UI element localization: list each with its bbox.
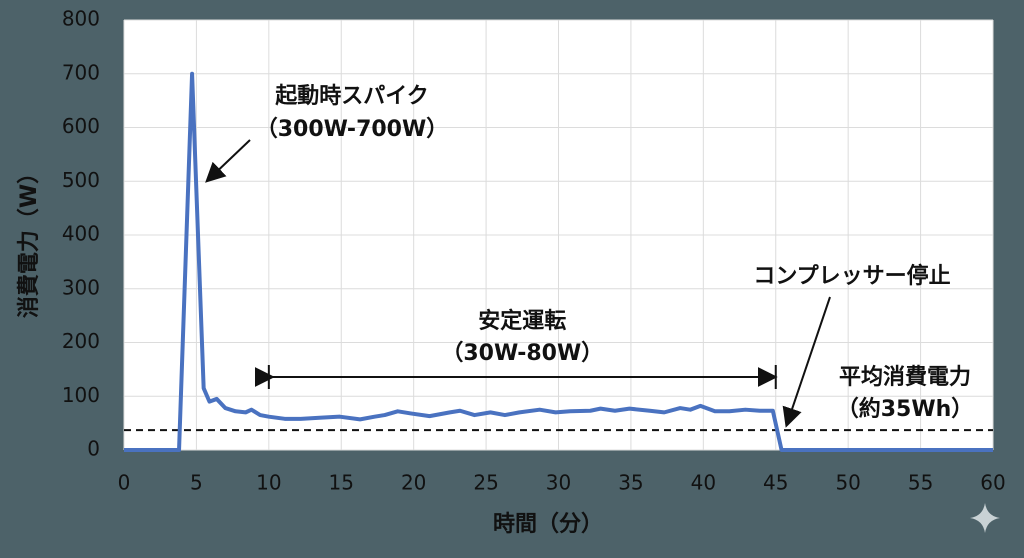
annotation: 安定運転 [478, 308, 566, 334]
x-tick-label: 60 [980, 471, 1005, 495]
y-tick-label: 600 [62, 114, 100, 138]
y-tick-label: 500 [62, 168, 100, 192]
x-tick-label: 30 [546, 471, 571, 495]
annotation: （約35Wh） [837, 396, 974, 422]
y-tick-label: 300 [62, 275, 100, 299]
annotation: （300W-700W） [256, 117, 449, 142]
data-line [124, 71, 993, 452]
x-tick-label: 15 [329, 471, 354, 495]
annotation: コンプレッサー停止 [753, 263, 950, 289]
y-tick-label: 0 [87, 437, 100, 461]
annotation: （30W-80W） [441, 341, 603, 366]
x-tick-label: 45 [763, 471, 788, 495]
x-tick-label: 40 [691, 471, 716, 495]
annotation: 起動時スパイク [274, 84, 429, 109]
annotation: 平均消費電力 [839, 364, 971, 390]
x-tick-label: 35 [618, 471, 643, 495]
x-tick-label: 25 [473, 471, 498, 495]
x-tick-label: 5 [190, 471, 203, 495]
y-tick-label: 800 [62, 7, 100, 31]
x-tick-label: 10 [256, 471, 281, 495]
annotation-arrow [205, 139, 251, 183]
x-tick-label: 20 [401, 471, 426, 495]
y-tick-label: 100 [62, 383, 100, 407]
y-tick-label: 200 [62, 329, 100, 353]
y-axis-title: 消費電力（W） [17, 162, 42, 318]
y-tick-label: 700 [62, 60, 100, 84]
x-axis-title: 時間（分） [493, 512, 603, 537]
y-tick-label: 400 [62, 222, 100, 246]
watermark-icon [970, 503, 1000, 533]
x-tick-label: 50 [835, 471, 860, 495]
annotation-arrow [782, 296, 831, 428]
x-tick-label: 0 [118, 471, 131, 495]
x-tick-label: 55 [908, 471, 933, 495]
